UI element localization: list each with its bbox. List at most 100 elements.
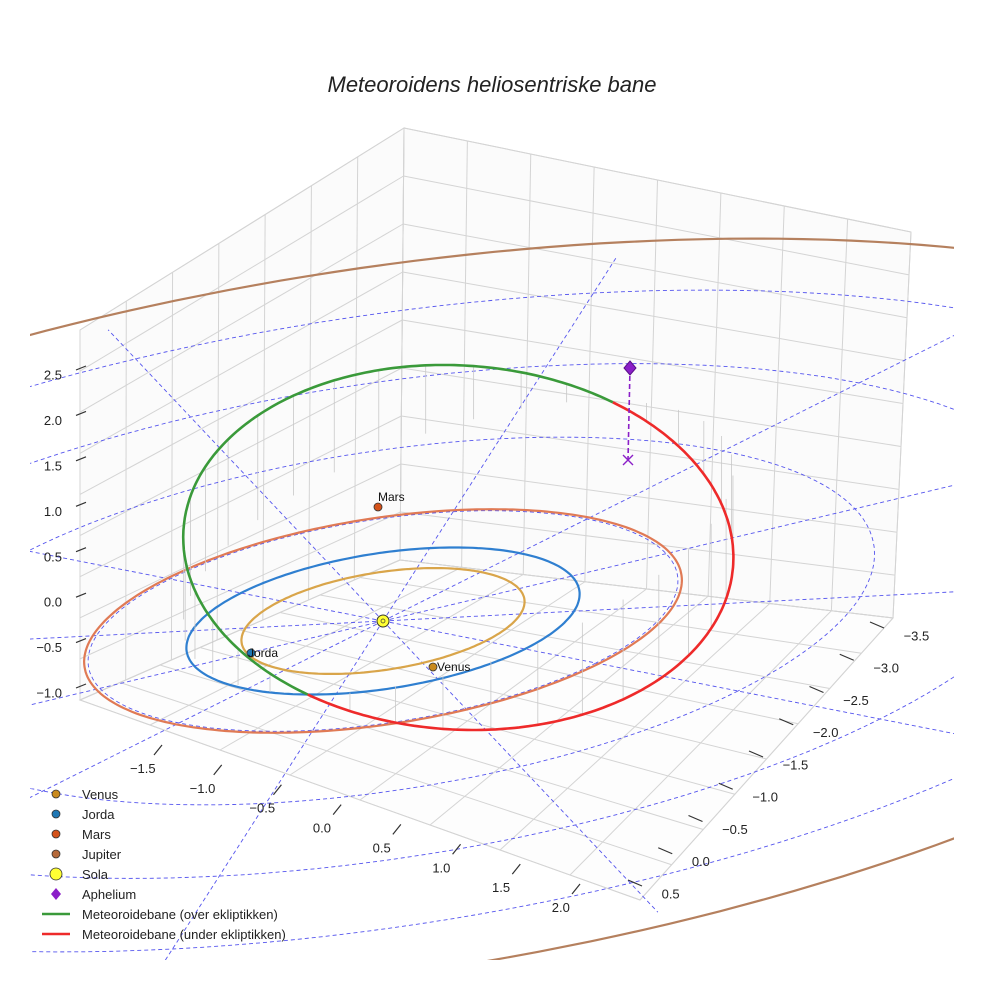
wall-right-gridline bbox=[707, 192, 722, 597]
wall-left-gridline bbox=[79, 223, 404, 413]
legend-meteoroid-0: Meteoroidebane (over ekliptikken) bbox=[42, 907, 278, 922]
wall-right-gridline bbox=[403, 127, 912, 233]
meteoroid-orbit-above bbox=[181, 363, 614, 696]
legend-mars: Mars bbox=[51, 827, 111, 842]
wall-right-gridline bbox=[769, 205, 785, 604]
x-tick-mark bbox=[718, 782, 733, 790]
z-tick-mark bbox=[75, 683, 87, 689]
y-tick-label: 1.0 bbox=[432, 860, 450, 875]
wall-right-gridline bbox=[402, 319, 904, 405]
z-tick-mark bbox=[75, 410, 87, 416]
venus-point bbox=[428, 662, 438, 672]
floor-gridline bbox=[569, 610, 832, 876]
z-tick-mark bbox=[75, 638, 87, 644]
floor-gridline bbox=[639, 617, 894, 901]
markers: Venus Jorda Mars bbox=[246, 360, 637, 674]
mars-label: Mars bbox=[378, 490, 405, 504]
y-tick-mark bbox=[511, 863, 521, 875]
wall-right-gridline bbox=[403, 223, 908, 319]
y-tick-label: 2.0 bbox=[552, 900, 570, 915]
legend-label: Venus bbox=[82, 787, 119, 802]
y-tick-label: −1.5 bbox=[130, 761, 156, 776]
wall-right-gridline bbox=[401, 367, 902, 447]
wall-right-gridline bbox=[892, 231, 912, 619]
legend-marker bbox=[51, 789, 61, 799]
legend-jupiter: Jupiter bbox=[51, 847, 122, 862]
wall-right-gridline bbox=[584, 166, 595, 582]
x-tick-label: −2.5 bbox=[843, 693, 869, 708]
wall-left-gridline bbox=[79, 511, 401, 660]
ecliptic-spoke bbox=[382, 620, 954, 735]
ecliptic-spoke bbox=[30, 550, 384, 622]
sun-point bbox=[376, 614, 390, 628]
floor-gridline bbox=[499, 603, 771, 851]
x-tick-mark bbox=[748, 750, 764, 758]
mars-point bbox=[373, 502, 383, 512]
wall-left-gridline bbox=[79, 415, 402, 578]
legend-label: Sola bbox=[82, 867, 109, 882]
meteoroid-orbit-below bbox=[307, 401, 735, 732]
wall-left-gridline bbox=[125, 301, 127, 681]
wall-right-gridline bbox=[402, 271, 906, 362]
orbits bbox=[30, 237, 954, 960]
y-tick-mark bbox=[332, 804, 342, 815]
ecliptic-spoke bbox=[30, 620, 384, 706]
x-tick-mark bbox=[869, 621, 885, 629]
wall-left-gridline bbox=[79, 367, 403, 536]
y-tick-mark bbox=[571, 883, 581, 895]
ecliptic-spoke bbox=[164, 620, 384, 960]
x-tick-label: −3.5 bbox=[904, 628, 930, 643]
z-tick-mark bbox=[75, 456, 87, 462]
floor-gridline bbox=[149, 566, 462, 726]
z-tick-label: 0.0 bbox=[44, 595, 62, 610]
ecliptic-spoke bbox=[107, 329, 384, 622]
wall-left-gridline bbox=[79, 175, 404, 372]
wall-left-gridline bbox=[79, 463, 402, 619]
y-tick-mark bbox=[213, 764, 223, 776]
x-tick-mark bbox=[627, 879, 643, 887]
ecliptic-spoke bbox=[382, 256, 618, 622]
legend-marker bbox=[51, 809, 61, 819]
legend-aphelium: Aphelium bbox=[51, 887, 136, 902]
z-tick-label: −1.0 bbox=[36, 686, 62, 701]
floor-gridline bbox=[359, 588, 647, 801]
wall-left-gridline bbox=[353, 156, 359, 581]
legend-label: Aphelium bbox=[82, 887, 136, 902]
x-tick-mark bbox=[779, 718, 794, 726]
wall-left-gridline bbox=[79, 319, 403, 495]
x-tick-label: 0.0 bbox=[692, 854, 710, 869]
mars-orbit bbox=[82, 508, 684, 734]
wall-right-gridline bbox=[403, 175, 910, 276]
x-tick-mark bbox=[839, 653, 854, 661]
floor-gridline bbox=[219, 574, 524, 751]
wall-right-gridline bbox=[400, 463, 898, 533]
z-tick-label: −0.5 bbox=[36, 640, 62, 655]
x-tick-label: −1.5 bbox=[783, 757, 809, 772]
jorda-point bbox=[246, 648, 256, 658]
y-tick-label: 0.5 bbox=[373, 840, 391, 855]
ecliptic-spoke bbox=[382, 334, 954, 622]
x-tick-label: −3.0 bbox=[873, 661, 899, 676]
z-tick-mark bbox=[75, 547, 87, 553]
aphelion-projection bbox=[627, 367, 631, 461]
wall-left-gridline bbox=[170, 272, 174, 661]
ecliptic-spoke bbox=[382, 484, 954, 622]
z-tick-label: 1.0 bbox=[44, 504, 62, 519]
y-tick-label: 0.0 bbox=[313, 821, 331, 836]
y-tick-mark bbox=[153, 744, 163, 756]
y-tick-label: −1.0 bbox=[190, 781, 216, 796]
venus-orbit bbox=[240, 566, 526, 676]
z-tick-mark bbox=[75, 501, 87, 507]
legend-marker bbox=[51, 888, 61, 900]
y-tick-label: 1.5 bbox=[492, 880, 510, 895]
wall-left-gridline bbox=[79, 271, 403, 454]
aphelion-ecliptic-mark bbox=[622, 454, 634, 466]
floor-gridline bbox=[429, 595, 709, 826]
wall-right-gridline bbox=[522, 153, 532, 575]
y-tick-mark bbox=[272, 784, 282, 796]
wall-left-gridline bbox=[399, 127, 405, 561]
legend-label: Jupiter bbox=[82, 847, 122, 862]
legend-jorda: Jorda bbox=[51, 807, 115, 822]
